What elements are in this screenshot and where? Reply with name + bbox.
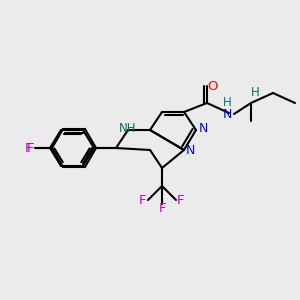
Text: F: F [139, 194, 147, 206]
Text: F: F [26, 142, 34, 154]
Text: F: F [24, 142, 32, 154]
Text: NH: NH [119, 122, 137, 136]
Text: N: N [185, 143, 195, 157]
Text: H: H [250, 86, 260, 100]
Text: N: N [222, 107, 232, 121]
Text: N: N [198, 122, 208, 136]
Text: F: F [177, 194, 185, 206]
Text: O: O [207, 80, 217, 92]
Text: F: F [158, 202, 166, 215]
Text: H: H [223, 97, 231, 110]
